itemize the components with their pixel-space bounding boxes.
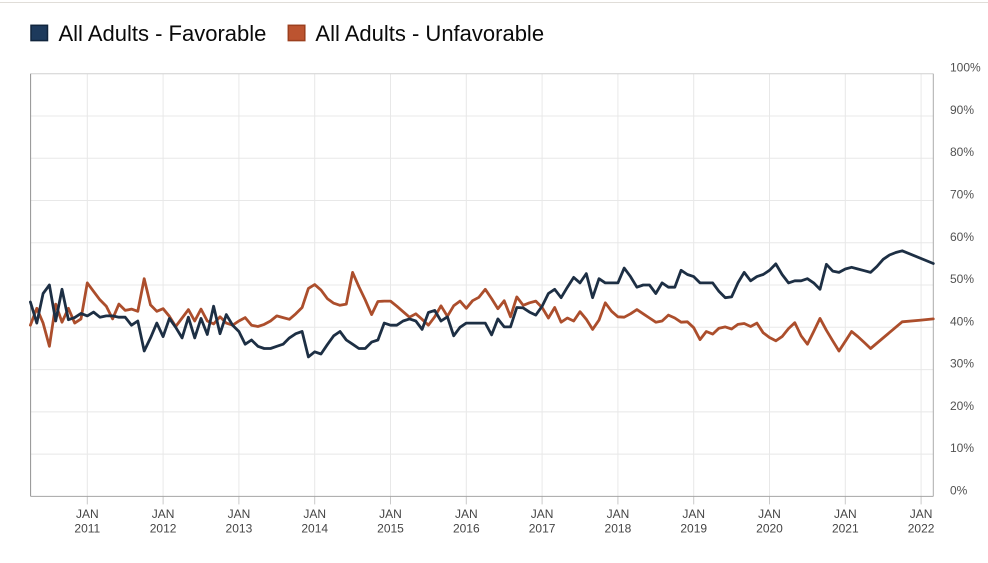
svg-text:2020: 2020 [756,521,783,535]
svg-text:JAN: JAN [531,507,554,521]
svg-text:20%: 20% [950,399,974,413]
svg-text:JAN: JAN [379,507,402,521]
svg-text:60%: 60% [950,230,974,244]
svg-text:40%: 40% [950,314,974,328]
svg-text:JAN: JAN [682,507,705,521]
svg-text:30%: 30% [950,357,974,371]
svg-text:JAN: JAN [228,507,251,521]
svg-text:2021: 2021 [832,521,859,535]
svg-text:2014: 2014 [301,521,328,535]
svg-text:JAN: JAN [607,507,630,521]
svg-text:All Adults - Favorable: All Adults - Favorable [59,21,267,46]
svg-text:2018: 2018 [605,521,632,535]
svg-text:JAN: JAN [758,507,781,521]
svg-text:JAN: JAN [834,507,857,521]
svg-text:2012: 2012 [150,521,177,535]
svg-text:2011: 2011 [74,521,100,535]
svg-text:2013: 2013 [226,521,253,535]
svg-text:JAN: JAN [455,507,478,521]
svg-text:80%: 80% [950,145,974,159]
svg-text:JAN: JAN [303,507,326,521]
svg-text:JAN: JAN [910,507,933,521]
svg-text:90%: 90% [950,103,974,117]
svg-text:2017: 2017 [529,521,556,535]
svg-text:10%: 10% [950,441,974,455]
svg-text:50%: 50% [950,272,974,286]
svg-text:2019: 2019 [680,521,707,535]
svg-text:2015: 2015 [377,521,404,535]
svg-text:2016: 2016 [453,521,480,535]
svg-text:All Adults - Unfavorable: All Adults - Unfavorable [315,21,544,46]
svg-text:JAN: JAN [152,507,175,521]
svg-text:2022: 2022 [908,521,935,535]
svg-text:JAN: JAN [76,507,99,521]
svg-text:100%: 100% [950,61,981,75]
svg-text:70%: 70% [950,188,974,202]
svg-text:0%: 0% [950,483,968,497]
